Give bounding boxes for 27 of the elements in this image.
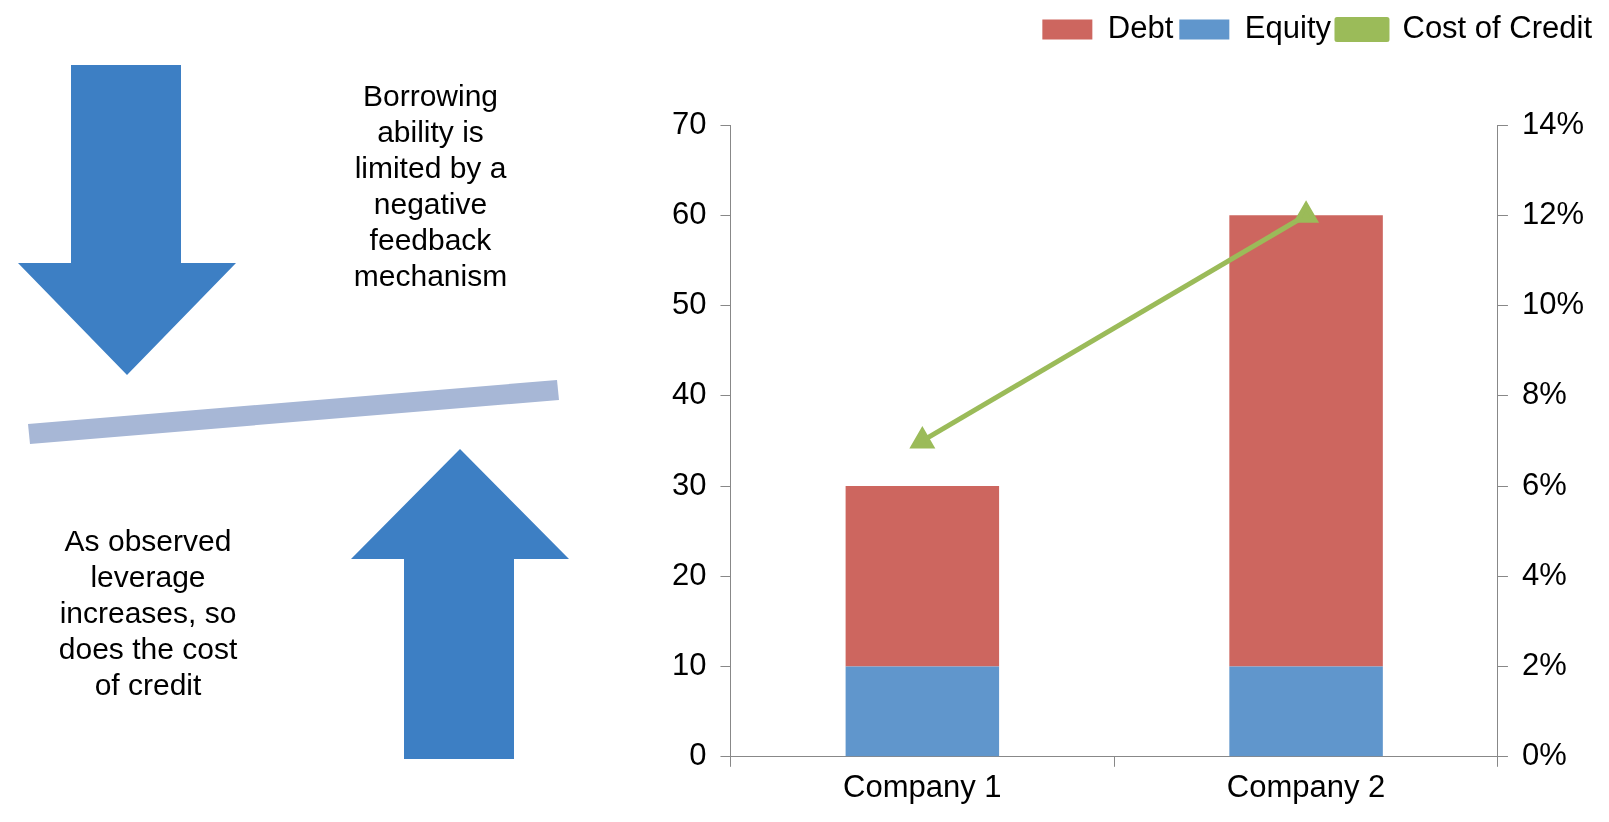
bar: [845, 486, 1000, 667]
y-tick-label: 10: [672, 647, 707, 683]
y-tick-label: 50: [672, 286, 707, 322]
y2-tick-label: 10%: [1521, 286, 1584, 322]
y-tick-label: 60: [672, 195, 707, 231]
y-tick-label: 70: [672, 105, 707, 141]
x-tick-label: Company 1: [843, 768, 1002, 804]
y2-tick-label: 14%: [1521, 105, 1584, 141]
y2-tick-label: 4%: [1521, 556, 1567, 592]
y2-tick-label: 2%: [1521, 647, 1567, 683]
x-tick-label: Company 2: [1226, 768, 1386, 804]
bar: [1229, 215, 1383, 667]
y-tick-label: 20: [672, 556, 707, 592]
y2-tick-label: 8%: [1521, 376, 1567, 412]
y-tick-label: 0: [689, 737, 707, 773]
text: Borrowing ability is limited by a negative feedback mechanism: [352, 78, 509, 294]
legend-label: Debt: [1107, 10, 1174, 46]
bar: [1229, 666, 1383, 757]
y2-tick-label: 0%: [1521, 737, 1567, 773]
y2-tick-label: 6%: [1521, 466, 1567, 502]
y-tick-label: 40: [672, 376, 707, 412]
text: As observed leverage increases, so does the cost of credit: [58, 523, 238, 703]
legend-label: Cost of Credit: [1402, 10, 1593, 46]
y2-tick-label: 12%: [1521, 195, 1584, 231]
legend-label: Equity: [1244, 10, 1332, 46]
y-tick-label: 30: [672, 466, 707, 502]
bar: [845, 666, 1000, 757]
